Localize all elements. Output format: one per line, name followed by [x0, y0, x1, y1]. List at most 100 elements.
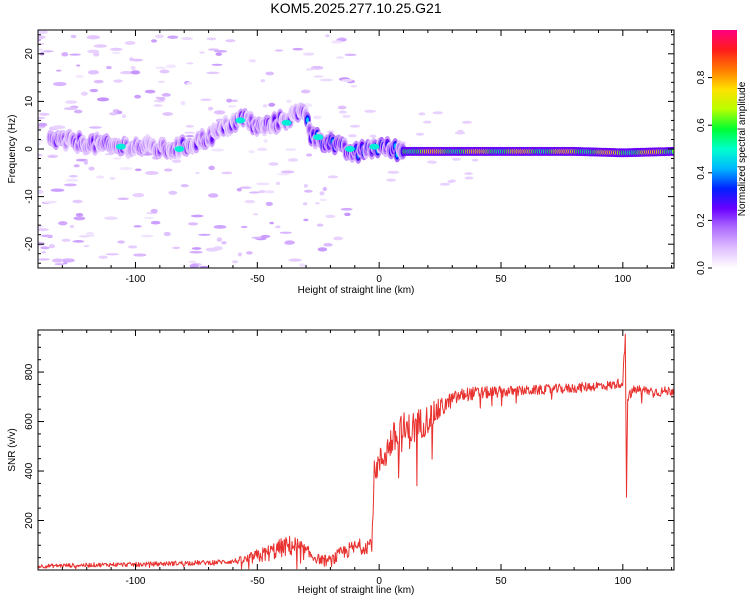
spectrogram-noise-blob	[298, 263, 307, 267]
spectrogram-noise-blob	[66, 178, 79, 182]
spectrogram-noise-blob	[350, 85, 358, 88]
snr-x-tick-label: -100	[125, 576, 145, 587]
spectrogram-noise-blob	[280, 170, 295, 174]
spectrogram-noise-blob	[344, 53, 357, 57]
spectrogram-noise-blob	[119, 166, 133, 171]
spectrogram-noise-blob	[38, 30, 48, 35]
spectrogram-noise-blob	[471, 158, 479, 162]
spectrogram-noise-blob	[303, 184, 308, 188]
spectrogram-noise-blob	[211, 148, 225, 152]
spectrogram-noise-blob	[268, 102, 276, 107]
spectrogram-noise-blob	[304, 189, 313, 193]
snr-panel: -100 -50 0 50 100 200 400 600 800 Height of str…	[7, 329, 675, 596]
spectrogram-noise-blob	[211, 63, 223, 66]
spectrogram-noise-blob	[68, 174, 78, 178]
spectrogram-noise-blob	[305, 68, 315, 71]
colorbar-ticks: 0.0 0.2 0.4 0.6 0.8	[696, 70, 712, 275]
spectrogram-noise-blob	[63, 107, 78, 111]
spectrogram-noise-blob	[108, 112, 118, 116]
spectrogram-noise-blob	[206, 71, 220, 75]
spectrogram-noise-blob	[333, 236, 344, 241]
snr-x-tick-label: 100	[614, 576, 631, 587]
spectrogram-noise-blob	[331, 40, 343, 44]
spectrogram-noise-blob	[415, 132, 425, 136]
spectrogram-noise-blob	[327, 175, 338, 179]
spectrogram-noise-blob	[237, 252, 243, 257]
spectrogram-noise-blob	[93, 44, 107, 48]
spectrogram-x-label: Height of straight line (km)	[298, 285, 415, 296]
colorbar-label: Normalized spectral amplitude	[737, 81, 748, 216]
spectrogram-y-tick-label: 0	[24, 146, 35, 152]
spectrogram-noise-blob	[262, 104, 268, 108]
snr-x-tick-label: 0	[376, 576, 382, 587]
spectrogram-noise-blob	[73, 164, 80, 168]
spectrogram-noise-blob	[43, 200, 58, 204]
spectrogram-noise-blob	[269, 221, 275, 225]
spectrogram-noise-blob	[181, 36, 194, 41]
spectrogram-x-tick-label: 50	[495, 274, 507, 285]
spectrogram-noise-blob	[61, 52, 69, 57]
spectrogram-noise-blob	[386, 178, 396, 182]
spectrogram-noise-blob	[447, 180, 455, 184]
spectrogram-noise-blob	[89, 88, 99, 93]
spectrogram-noise-blob	[54, 263, 65, 266]
spectrogram-noise-blob	[216, 237, 223, 242]
spectrogram-noise-blob	[53, 81, 67, 87]
colorbar-tick-label: 0.6	[696, 118, 707, 132]
spectrogram-noise-blob	[292, 47, 304, 51]
spectrogram-noise-blob	[248, 59, 257, 63]
spectrogram-noise-blob	[55, 69, 62, 72]
spectrogram-noise-blob	[214, 49, 228, 53]
spectrogram-noise-blob	[256, 182, 270, 186]
spectrogram-x-ticks: -100 -50 0 50 100	[37, 30, 673, 285]
spectrogram-noise-blob	[127, 245, 138, 249]
spectrogram-noise-blob	[73, 109, 83, 114]
spectrogram-noise-blob	[80, 91, 88, 96]
spectrogram-noise-blob	[63, 183, 77, 187]
spectrogram-noise-blob	[452, 157, 461, 161]
spectrogram-x-tick-label: 0	[376, 274, 382, 285]
spectrogram-noise-blob	[109, 176, 116, 180]
spectrogram-noise-blob	[164, 168, 173, 172]
spectrogram-noise-blob	[257, 147, 268, 152]
spectrogram-noise-blob	[319, 78, 334, 82]
spectrogram-noise-blob	[263, 138, 268, 143]
spectrogram-marks	[38, 30, 674, 268]
spectrogram-noise-blob	[185, 135, 195, 138]
spectrogram-noise-blob	[38, 112, 50, 116]
spectrogram-noise-blob	[287, 158, 299, 162]
spectrogram-noise-blob	[240, 225, 248, 229]
spectrogram-noise-blob	[251, 236, 263, 239]
spectrogram-noise-blob	[58, 221, 68, 226]
spectrogram-hot-spot	[115, 143, 126, 150]
spectrogram-noise-blob	[51, 258, 64, 263]
spectrogram-noise-blob	[208, 193, 219, 198]
spectrogram-hot-spot	[369, 143, 380, 150]
spectrogram-noise-blob	[47, 155, 58, 158]
spectrogram-noise-blob	[286, 99, 292, 104]
spectrogram-noise-blob	[199, 265, 209, 268]
colorbar-tick-label: 0.2	[696, 213, 707, 227]
spectrogram-noise-blob	[162, 112, 174, 116]
spectrogram-noise-blob	[93, 79, 104, 84]
spectrogram-noise-blob	[132, 192, 145, 198]
spectrogram-hot-spot	[174, 146, 185, 152]
spectrogram-noise-blob	[129, 57, 134, 62]
spectrogram-noise-blob	[258, 190, 266, 194]
spectrogram-noise-blob	[230, 99, 239, 103]
spectrogram-noise-blob	[180, 100, 186, 106]
spectrogram-noise-blob	[76, 64, 81, 67]
spectrogram-noise-blob	[38, 189, 44, 194]
spectrogram-noise-blob	[310, 65, 324, 70]
spectrogram-noise-blob	[275, 225, 281, 229]
spectrogram-noise-blob	[48, 244, 56, 249]
spectrogram-noise-blob	[155, 34, 164, 39]
spectrogram-noise-blob	[464, 176, 474, 180]
spectrogram-noise-blob	[104, 216, 118, 220]
spectrogram-noise-blob	[213, 225, 227, 229]
spectrogram-noise-blob	[157, 80, 166, 84]
spectrogram-noise-blob	[225, 39, 236, 43]
spectrogram-noise-blob	[338, 110, 348, 114]
spectrogram-noise-blob	[88, 166, 95, 171]
